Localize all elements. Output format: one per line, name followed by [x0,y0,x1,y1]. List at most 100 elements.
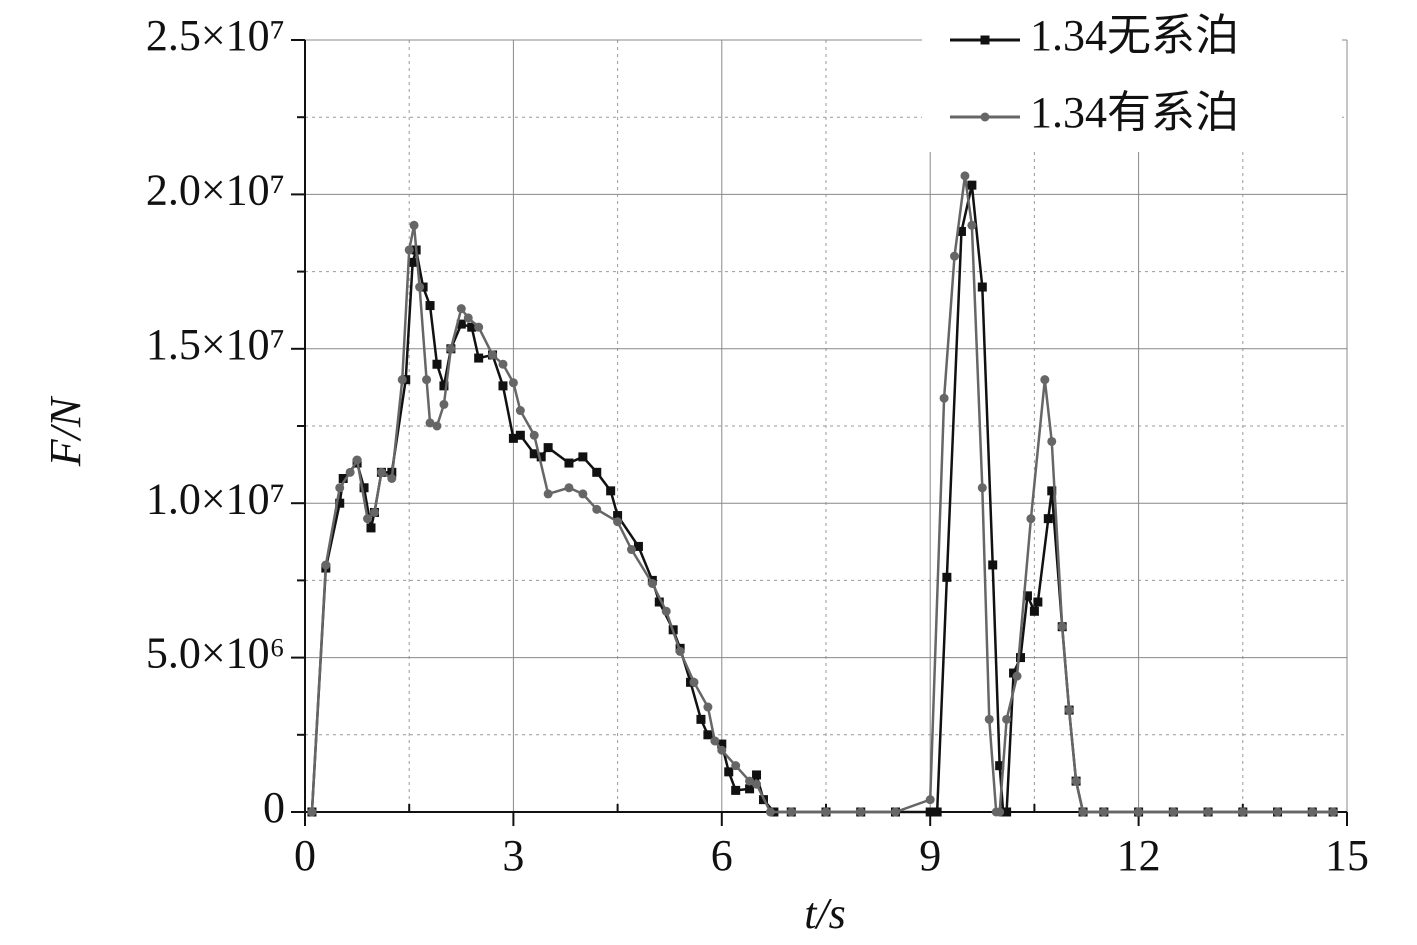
data-point [696,714,706,724]
series-line [310,184,1334,814]
data-point [508,378,518,388]
data-point [1078,807,1088,817]
data-point [967,220,977,230]
data-point [432,421,442,431]
data-point [1168,807,1178,817]
data-point [821,807,831,817]
data-point [950,251,960,261]
data-point [932,807,942,817]
data-point [925,795,935,805]
x-tick-label: 15 [1325,831,1369,880]
data-point [731,785,741,795]
data-point [647,578,657,588]
data-point [675,646,685,656]
data-point [338,473,348,483]
data-point [1012,671,1022,681]
data-point [786,807,796,817]
data-point [661,606,671,616]
legend-marker [980,112,990,122]
data-point [856,807,866,817]
data-point [703,702,713,712]
data-point [765,807,775,817]
data-point [1099,807,1109,817]
data-point [925,807,935,817]
data-point [488,350,498,360]
data-point [1033,597,1043,607]
data-point [942,572,952,582]
data-point [1002,807,1012,817]
data-point [456,304,466,314]
data-point [397,375,407,385]
y-tick-label: 2.5×10⁷ [146,11,285,60]
data-point [988,560,998,570]
data-point [425,301,435,311]
data-point [345,467,355,477]
data-point [890,807,900,817]
data-point [960,171,970,181]
series-line [310,175,1334,814]
data-point [387,473,397,483]
data-point [498,359,508,369]
data-point [1047,436,1057,446]
data-point [425,418,435,428]
data-point [376,467,386,477]
data-point [689,677,699,687]
x-tick-label: 3 [502,831,524,880]
data-point [724,767,734,777]
data-point [1071,776,1081,786]
data-point [335,483,345,493]
data-point [606,486,616,496]
data-point [498,381,508,391]
data-point [939,393,949,403]
data-point [592,467,602,477]
data-point [508,433,518,443]
data-point [745,776,755,786]
x-tick-label: 9 [919,831,941,880]
data-point [995,807,1005,817]
legend-box [922,10,1342,152]
data-point [404,245,414,255]
data-point [717,745,727,755]
data-point [1203,807,1213,817]
data-point [752,779,762,789]
data-point [626,545,636,555]
data-point [529,430,539,440]
x-tick-label: 6 [711,831,733,880]
data-point [307,807,317,817]
data-point [543,489,553,499]
data-point [592,504,602,514]
data-point [967,180,977,190]
data-point [1307,807,1317,817]
data-point [1026,514,1036,524]
data-point [363,514,373,524]
legend-marker [980,35,990,45]
data-point [415,282,425,292]
data-point [335,498,345,508]
y-tick-label: 1.0×10⁷ [146,474,285,523]
data-point [1016,653,1026,663]
data-point [1134,807,1144,817]
data-point [1047,486,1057,496]
data-point [633,541,643,551]
data-point [359,483,369,493]
data-point [1043,514,1053,524]
data-point [578,452,588,462]
legend-label: 1.34有系泊 [1030,88,1239,137]
data-point [529,449,539,459]
data-point [1002,714,1012,724]
data-point [321,560,331,570]
x-tick-label: 12 [1117,831,1161,880]
x-axis-label: t/s [804,889,846,938]
data-point [1029,606,1039,616]
data-point [1273,807,1283,817]
data-point [1009,668,1019,678]
data-point [352,455,362,465]
data-point [1238,807,1248,817]
data-point [409,220,419,230]
data-point [984,714,994,724]
data-point [564,483,574,493]
y-axis-label: F/N [41,395,90,467]
data-point [731,761,741,771]
data-point [474,322,484,332]
